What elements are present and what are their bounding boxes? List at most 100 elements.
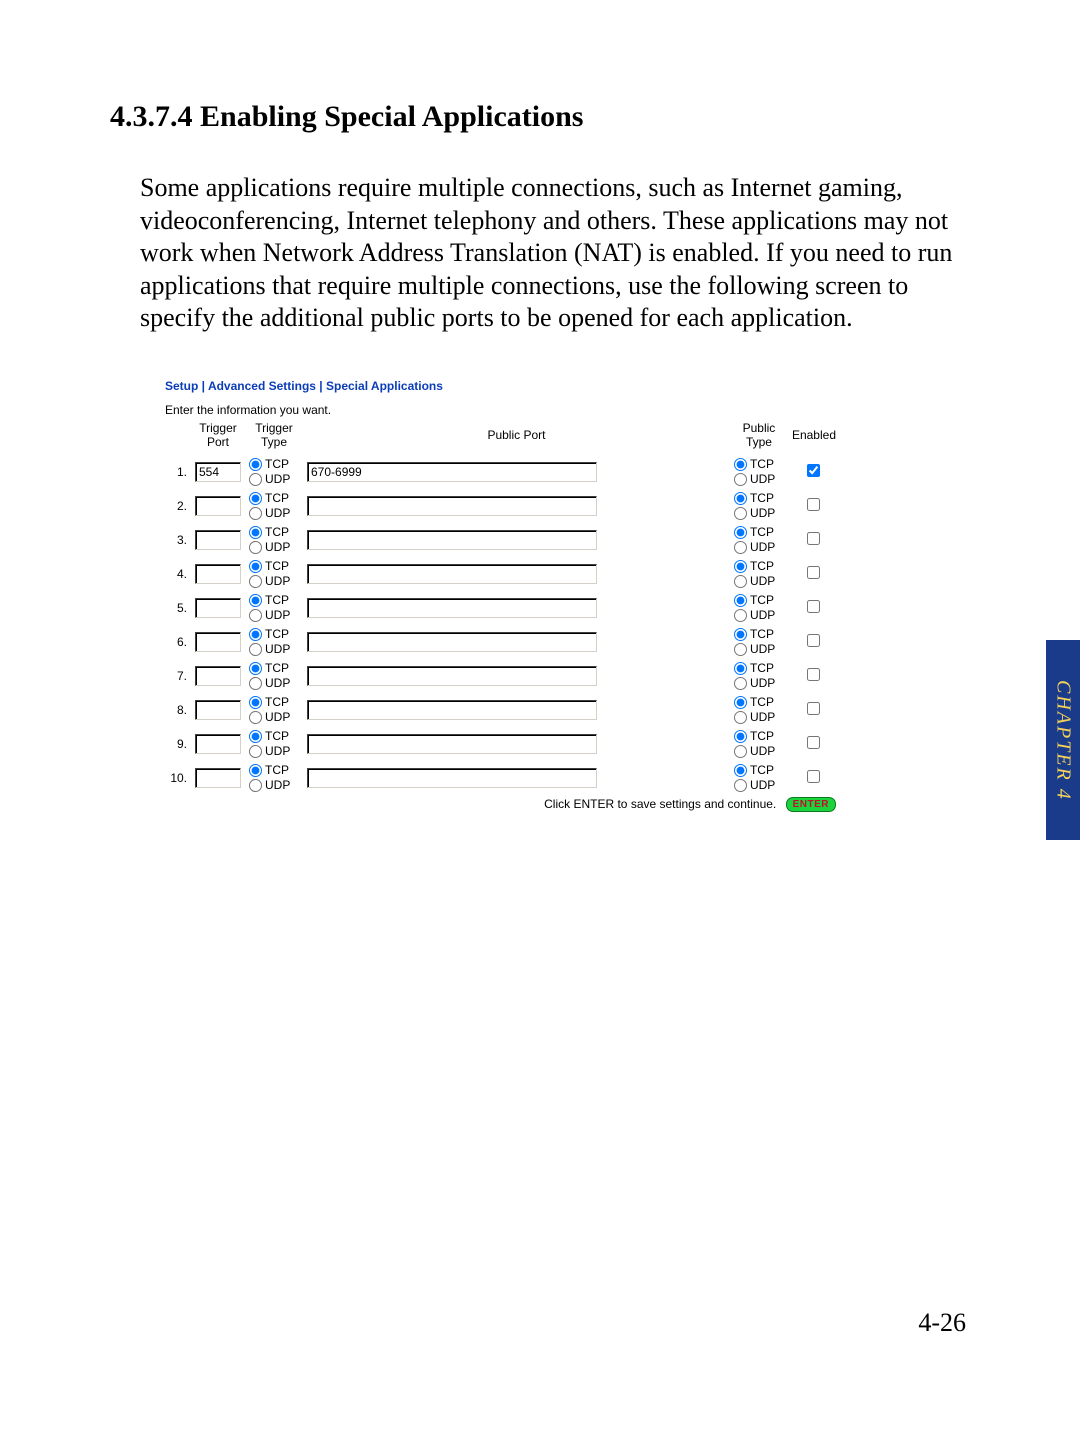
public-type-radio[interactable] bbox=[734, 779, 747, 792]
trigger-type-radio[interactable] bbox=[249, 711, 262, 724]
public-type-option[interactable]: TCP bbox=[734, 559, 784, 574]
enabled-checkbox[interactable] bbox=[807, 566, 820, 579]
public-type-option[interactable]: UDP bbox=[734, 608, 784, 623]
public-port-input[interactable] bbox=[307, 632, 597, 652]
public-type-radio[interactable] bbox=[734, 662, 747, 675]
public-type-radio[interactable] bbox=[734, 643, 747, 656]
trigger-type-radio[interactable] bbox=[249, 730, 262, 743]
trigger-type-option[interactable]: UDP bbox=[249, 574, 299, 589]
public-type-option[interactable]: TCP bbox=[734, 457, 784, 472]
public-type-option[interactable]: TCP bbox=[734, 593, 784, 608]
public-type-radio[interactable] bbox=[734, 526, 747, 539]
public-type-option[interactable]: UDP bbox=[734, 506, 784, 521]
trigger-type-radio[interactable] bbox=[249, 594, 262, 607]
enabled-checkbox[interactable] bbox=[807, 736, 820, 749]
public-type-radio[interactable] bbox=[734, 492, 747, 505]
trigger-type-radio[interactable] bbox=[249, 492, 262, 505]
trigger-type-option[interactable]: UDP bbox=[249, 506, 299, 521]
trigger-type-radio[interactable] bbox=[249, 628, 262, 641]
public-port-input[interactable] bbox=[307, 462, 597, 482]
public-type-option[interactable]: TCP bbox=[734, 695, 784, 710]
trigger-type-radio[interactable] bbox=[249, 458, 262, 471]
breadcrumb-advanced[interactable]: Advanced Settings bbox=[208, 379, 316, 393]
public-port-input[interactable] bbox=[307, 666, 597, 686]
trigger-type-radio[interactable] bbox=[249, 662, 262, 675]
public-type-option[interactable]: UDP bbox=[734, 540, 784, 555]
trigger-type-radio[interactable] bbox=[249, 696, 262, 709]
trigger-port-input[interactable] bbox=[195, 462, 241, 482]
public-type-radio[interactable] bbox=[734, 745, 747, 758]
enabled-checkbox[interactable] bbox=[807, 498, 820, 511]
trigger-type-radio[interactable] bbox=[249, 473, 262, 486]
trigger-type-radio[interactable] bbox=[249, 779, 262, 792]
enabled-checkbox[interactable] bbox=[807, 600, 820, 613]
public-type-radio[interactable] bbox=[734, 730, 747, 743]
public-type-option[interactable]: UDP bbox=[734, 574, 784, 589]
enabled-checkbox[interactable] bbox=[807, 634, 820, 647]
trigger-type-option[interactable]: TCP bbox=[249, 627, 299, 642]
public-type-option[interactable]: UDP bbox=[734, 744, 784, 759]
trigger-type-option[interactable]: UDP bbox=[249, 744, 299, 759]
public-type-radio[interactable] bbox=[734, 711, 747, 724]
trigger-type-radio[interactable] bbox=[249, 560, 262, 573]
trigger-type-option[interactable]: TCP bbox=[249, 661, 299, 676]
trigger-type-radio[interactable] bbox=[249, 526, 262, 539]
public-port-input[interactable] bbox=[307, 734, 597, 754]
trigger-type-option[interactable]: TCP bbox=[249, 729, 299, 744]
trigger-type-radio[interactable] bbox=[249, 764, 262, 777]
trigger-type-option[interactable]: TCP bbox=[249, 491, 299, 506]
public-type-radio[interactable] bbox=[734, 507, 747, 520]
public-type-radio[interactable] bbox=[734, 764, 747, 777]
public-type-option[interactable]: UDP bbox=[734, 710, 784, 725]
breadcrumb-setup[interactable]: Setup bbox=[165, 379, 198, 393]
public-port-input[interactable] bbox=[307, 564, 597, 584]
public-port-input[interactable] bbox=[307, 598, 597, 618]
trigger-type-option[interactable]: UDP bbox=[249, 642, 299, 657]
public-port-input[interactable] bbox=[307, 496, 597, 516]
public-type-radio[interactable] bbox=[734, 609, 747, 622]
trigger-type-option[interactable]: UDP bbox=[249, 710, 299, 725]
trigger-port-input[interactable] bbox=[195, 564, 241, 584]
public-port-input[interactable] bbox=[307, 530, 597, 550]
trigger-type-option[interactable]: TCP bbox=[249, 525, 299, 540]
enabled-checkbox[interactable] bbox=[807, 702, 820, 715]
enter-button[interactable]: ENTER bbox=[786, 797, 836, 812]
trigger-type-option[interactable]: TCP bbox=[249, 763, 299, 778]
public-type-option[interactable]: UDP bbox=[734, 642, 784, 657]
trigger-port-input[interactable] bbox=[195, 530, 241, 550]
trigger-type-option[interactable]: UDP bbox=[249, 540, 299, 555]
trigger-port-input[interactable] bbox=[195, 700, 241, 720]
trigger-type-option[interactable]: TCP bbox=[249, 695, 299, 710]
public-type-option[interactable]: TCP bbox=[734, 491, 784, 506]
trigger-port-input[interactable] bbox=[195, 666, 241, 686]
trigger-type-radio[interactable] bbox=[249, 643, 262, 656]
trigger-type-option[interactable]: UDP bbox=[249, 778, 299, 793]
public-type-option[interactable]: TCP bbox=[734, 525, 784, 540]
enabled-checkbox[interactable] bbox=[807, 532, 820, 545]
trigger-type-radio[interactable] bbox=[249, 609, 262, 622]
public-type-radio[interactable] bbox=[734, 628, 747, 641]
enabled-checkbox[interactable] bbox=[807, 770, 820, 783]
public-type-option[interactable]: TCP bbox=[734, 627, 784, 642]
public-type-radio[interactable] bbox=[734, 458, 747, 471]
trigger-type-radio[interactable] bbox=[249, 507, 262, 520]
trigger-type-radio[interactable] bbox=[249, 745, 262, 758]
trigger-port-input[interactable] bbox=[195, 496, 241, 516]
public-port-input[interactable] bbox=[307, 768, 597, 788]
public-type-radio[interactable] bbox=[734, 696, 747, 709]
public-type-option[interactable]: UDP bbox=[734, 676, 784, 691]
trigger-type-option[interactable]: UDP bbox=[249, 472, 299, 487]
public-type-option[interactable]: TCP bbox=[734, 661, 784, 676]
enabled-checkbox[interactable] bbox=[807, 668, 820, 681]
enabled-checkbox[interactable] bbox=[807, 464, 820, 477]
public-type-radio[interactable] bbox=[734, 594, 747, 607]
trigger-type-radio[interactable] bbox=[249, 575, 262, 588]
trigger-type-option[interactable]: TCP bbox=[249, 457, 299, 472]
trigger-port-input[interactable] bbox=[195, 632, 241, 652]
public-type-option[interactable]: TCP bbox=[734, 763, 784, 778]
trigger-port-input[interactable] bbox=[195, 768, 241, 788]
public-type-radio[interactable] bbox=[734, 473, 747, 486]
trigger-port-input[interactable] bbox=[195, 598, 241, 618]
trigger-type-option[interactable]: UDP bbox=[249, 676, 299, 691]
trigger-type-radio[interactable] bbox=[249, 677, 262, 690]
